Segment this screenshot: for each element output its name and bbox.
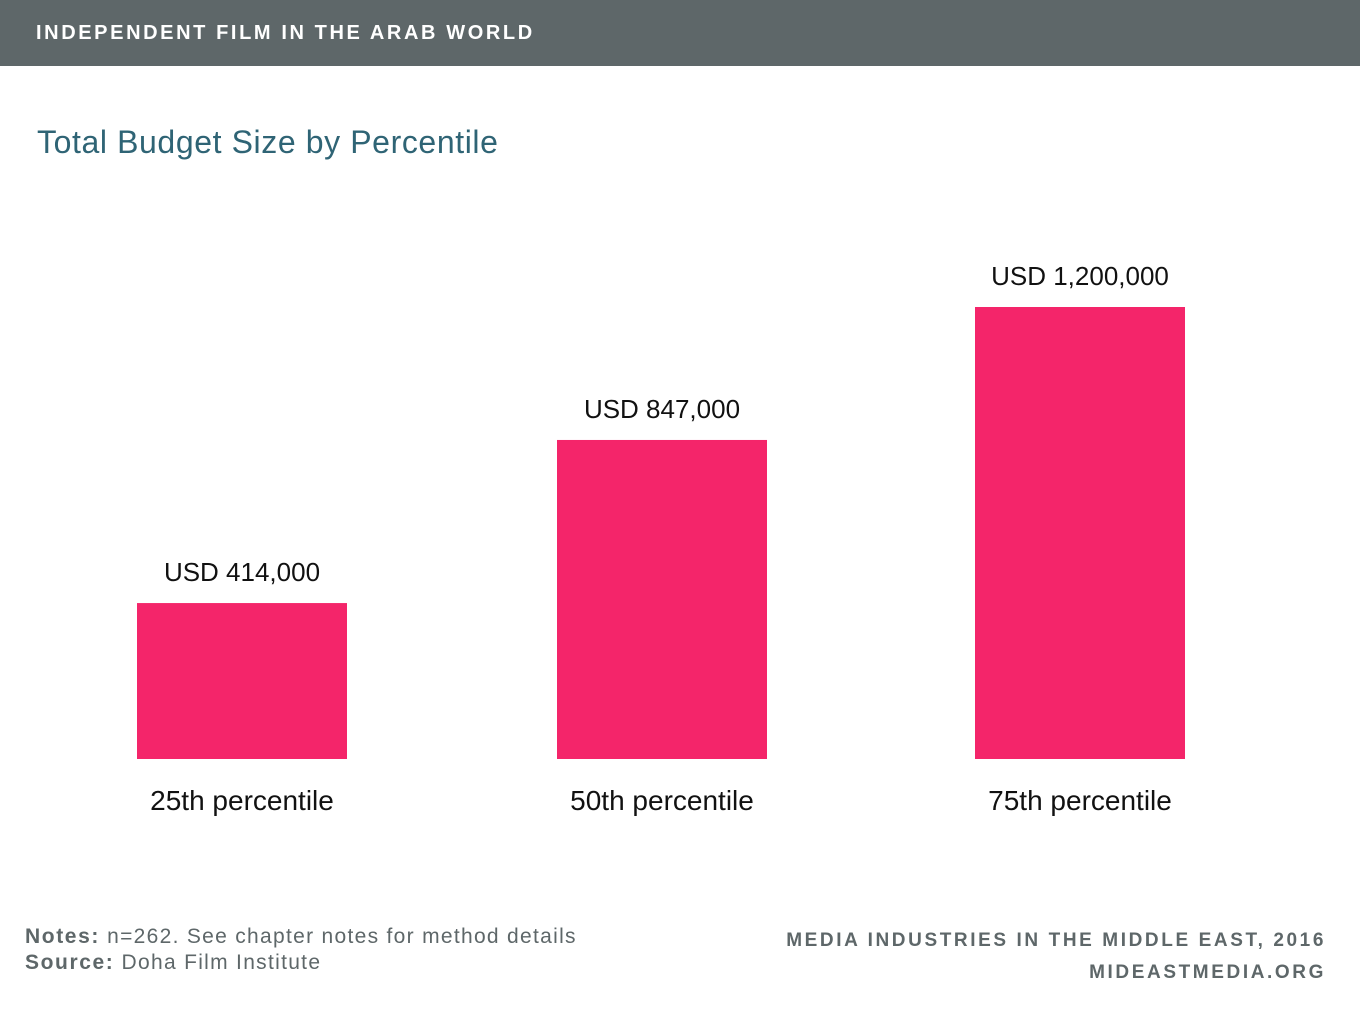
category-label-3: 75th percentile <box>988 785 1172 816</box>
publication-credit: MEDIA INDUSTRIES IN THE MIDDLE EAST, 201… <box>786 930 1326 951</box>
value-label-2: USD 847,000 <box>584 394 740 424</box>
value-label-3: USD 1,200,000 <box>991 261 1169 291</box>
value-label-1: USD 414,000 <box>164 557 320 587</box>
bar-1 <box>137 603 347 759</box>
notes-block: Notes: n=262. See chapter notes for meth… <box>25 924 577 976</box>
source-label: Source: <box>25 951 115 974</box>
bar-3 <box>975 307 1185 759</box>
website-credit: MIDEASTMEDIA.ORG <box>1089 962 1326 983</box>
notes-label: Notes: <box>25 925 100 948</box>
notes-text: n=262. See chapter notes for method deta… <box>107 925 577 948</box>
chart-title: Total Budget Size by Percentile <box>37 124 499 160</box>
category-label-2: 50th percentile <box>570 785 754 816</box>
header-banner: INDEPENDENT FILM IN THE ARAB WORLD <box>0 0 1360 66</box>
category-label-1: 25th percentile <box>150 785 334 816</box>
bar-2 <box>557 439 767 759</box>
banner-title: INDEPENDENT FILM IN THE ARAB WORLD <box>36 22 535 44</box>
source-text: Doha Film Institute <box>121 951 322 974</box>
source-line: Source: Doha Film Institute <box>25 950 577 976</box>
notes-line: Notes: n=262. See chapter notes for meth… <box>25 924 577 950</box>
